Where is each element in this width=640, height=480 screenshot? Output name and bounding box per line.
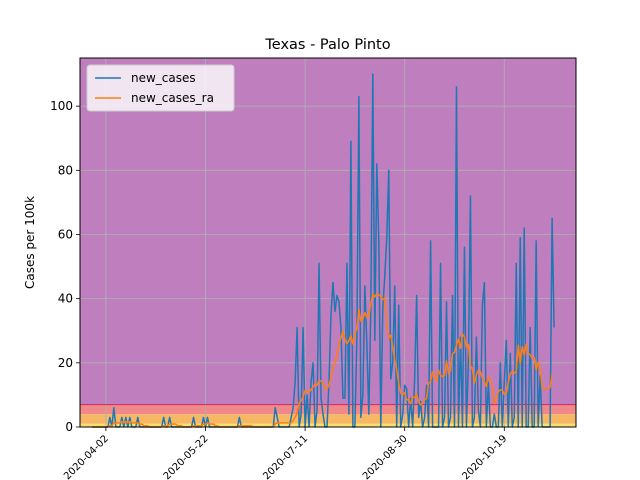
y-tick-label-4: 80 — [58, 163, 73, 177]
x-axis: 2020-04-02 2020-05-22 2020-07-11 2020-08-30… — [62, 427, 509, 480]
legend-label-new_cases_ra: new_cases_ra — [131, 91, 214, 105]
y-tick-label-1: 20 — [58, 356, 73, 370]
y-axis-label: Cases per 100k — [23, 196, 37, 289]
series-layer — [91, 73, 555, 428]
x-tick-label-0: 2020-04-02 — [62, 433, 111, 480]
plot-frame — [79, 57, 577, 428]
series-line-new_cases_ra — [91, 292, 553, 428]
series-line-new_cases — [91, 73, 555, 428]
y-tick-label-3: 60 — [58, 227, 73, 241]
y-tick-label-0: 0 — [65, 420, 73, 434]
background-bands — [80, 58, 576, 427]
y-tick-label-5: 100 — [50, 99, 73, 113]
background-band-0 — [80, 423, 576, 427]
x-tick-label-1: 2020-05-22 — [162, 433, 211, 480]
x-tick-label-3: 2020-08-30 — [361, 433, 410, 480]
x-tick-label-4: 2020-10-19 — [461, 433, 510, 480]
background-band-3 — [80, 58, 576, 405]
chart-title: Texas - Palo Pinto — [264, 37, 390, 53]
legend-label-new_cases: new_cases — [131, 71, 196, 85]
y-tick-label-2: 40 — [58, 292, 73, 306]
legend: new_cases new_cases_ra — [86, 64, 235, 112]
y-axis: 0 20 40 60 80 100 — [50, 99, 80, 434]
x-tick-label-2: 2020-07-11 — [261, 433, 310, 480]
legend-box — [86, 64, 235, 112]
